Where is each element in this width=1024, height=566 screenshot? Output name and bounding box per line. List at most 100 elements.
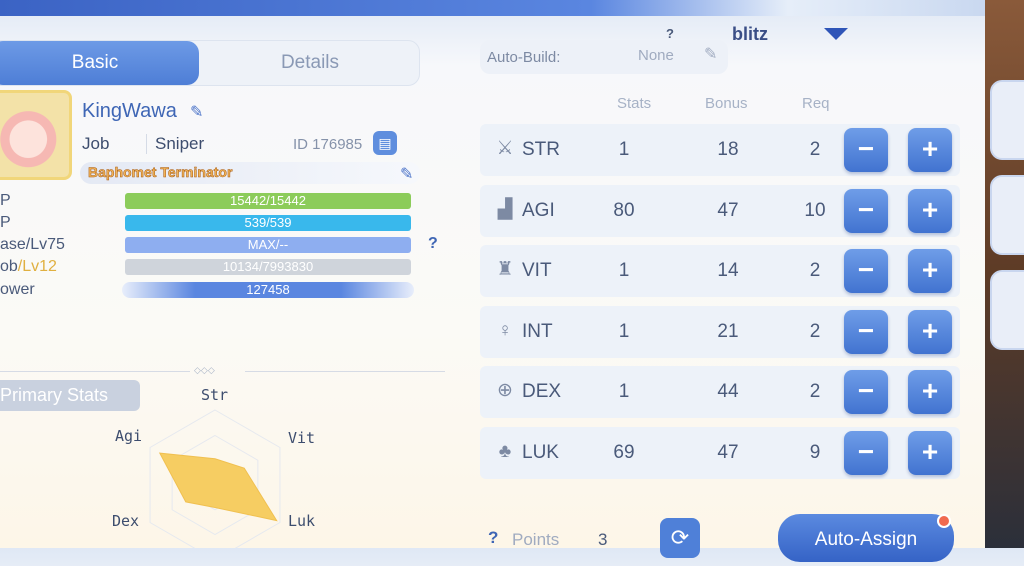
staff-icon: ♀ — [497, 319, 513, 341]
stat-value: 1 — [618, 381, 630, 403]
stat-req: 2 — [809, 260, 821, 282]
auto-build-field[interactable] — [480, 40, 728, 74]
increase-button[interactable]: + — [908, 128, 952, 172]
body-icon: ♜ — [496, 259, 514, 281]
copy-id-icon[interactable]: ▤ — [373, 131, 397, 155]
col-req: Req — [802, 95, 830, 112]
points-help-icon[interactable]: ? — [488, 528, 499, 547]
stat-row-agi: ▟ AGI 80 47 10 − + — [480, 184, 960, 237]
job-level-label: ob/Lv12 — [0, 258, 57, 276]
radar-label-dex: Dex — [112, 512, 140, 530]
stat-value: 1 — [618, 260, 630, 282]
stat-name: INT — [522, 320, 553, 342]
stat-bonus: 44 — [717, 381, 739, 403]
radar-label-luk: Luk — [288, 512, 316, 530]
radar-chart — [149, 409, 281, 548]
stat-value: 1 — [618, 139, 630, 160]
help-icon[interactable]: ? — [428, 235, 438, 252]
radar-grid-ring — [149, 409, 281, 548]
col-stats: Stats — [617, 95, 652, 112]
stat-bonus: 14 — [717, 260, 739, 282]
build-help-icon[interactable]: ? — [666, 26, 674, 41]
job-level: /Lv12 — [17, 258, 57, 275]
job-value: Sniper — [155, 134, 205, 153]
col-bonus: Bonus — [705, 95, 748, 112]
increase-button[interactable]: + — [908, 309, 952, 354]
stat-value: 80 — [613, 199, 635, 221]
hp-label: P — [0, 192, 11, 209]
decrease-button[interactable]: − — [844, 309, 888, 354]
decrease-button[interactable]: − — [844, 431, 888, 475]
increase-button[interactable]: + — [908, 431, 952, 475]
stat-req: 9 — [809, 442, 821, 463]
edit-auto-build-icon[interactable]: ✎ — [704, 46, 718, 63]
side-tab-3[interactable] — [990, 270, 1024, 350]
tab-details[interactable]: Details — [280, 52, 340, 73]
radar-label-vit: Vit — [288, 429, 316, 447]
notification-dot — [937, 514, 951, 528]
job-exp-bar: 10134/7993830 — [125, 259, 411, 275]
side-tab-1[interactable] — [990, 80, 1024, 160]
player-id: ID 176985 — [293, 136, 363, 153]
divider-right — [245, 371, 445, 372]
stat-req: 10 — [804, 199, 826, 221]
stat-bonus: 18 — [717, 139, 739, 160]
stat-name: VIT — [522, 260, 552, 282]
reset-button[interactable]: ⟳ — [660, 518, 700, 558]
divider — [146, 134, 147, 154]
edit-name-icon[interactable]: ✎ — [190, 104, 204, 121]
divider-left — [0, 371, 190, 372]
boot-icon: ▟ — [497, 198, 513, 220]
primary-stats-label: Primary Stats — [0, 380, 140, 411]
stat-req: 2 — [809, 381, 821, 403]
base-level: /Lv75 — [25, 236, 65, 253]
stat-row-vit: ♜ VIT 1 14 2 − + — [480, 245, 960, 298]
stat-name: DEX — [522, 381, 562, 403]
side-tab-2[interactable] — [990, 175, 1024, 255]
power-bar: 127458 — [122, 282, 414, 298]
avatar[interactable] — [0, 90, 72, 180]
title-bar — [80, 162, 420, 184]
dropdown-arrow-icon[interactable] — [824, 28, 848, 40]
stat-name: LUK — [522, 442, 559, 463]
tab-bar: Basic Details — [0, 40, 420, 86]
stat-bonus: 47 — [717, 442, 739, 463]
base-level-label: ase/Lv75 — [0, 236, 65, 254]
increase-button[interactable]: + — [908, 370, 952, 415]
job-exp-label: ob — [0, 258, 18, 275]
radar-area — [158, 452, 278, 522]
points-label: Points — [512, 530, 560, 549]
auto-assign-button[interactable]: Auto-Assign — [778, 514, 954, 562]
player-title: Baphomet Terminator — [88, 164, 233, 181]
auto-build-label: Auto-Build: — [487, 49, 561, 66]
increase-button[interactable]: + — [908, 249, 952, 294]
stat-row-luk: ♣ LUK 69 47 9 − + — [480, 427, 960, 479]
sword-icon: ⚔ — [496, 138, 514, 159]
points-value: 3 — [598, 530, 608, 549]
job-label: Job — [82, 134, 110, 153]
tab-basic[interactable]: Basic — [0, 41, 199, 85]
stat-bonus: 47 — [717, 199, 739, 221]
decrease-button[interactable]: − — [844, 128, 888, 172]
ornament: ◇◇◇ — [194, 365, 215, 375]
edit-title-icon[interactable]: ✎ — [400, 166, 414, 183]
decrease-button[interactable]: − — [844, 370, 888, 415]
decrease-button[interactable]: − — [844, 249, 888, 294]
window-header — [0, 0, 985, 16]
sp-bar: 539/539 — [125, 215, 411, 231]
stat-req: 2 — [809, 320, 821, 342]
base-exp-bar: MAX/-- — [125, 237, 411, 253]
increase-button[interactable]: + — [908, 188, 952, 233]
stat-value: 69 — [613, 442, 635, 463]
hp-bar: 15442/15442 — [125, 193, 411, 209]
stat-bonus: 21 — [717, 320, 739, 342]
stat-row-str: ⚔ STR 1 18 2 − + — [480, 124, 960, 176]
stat-value: 1 — [618, 320, 630, 342]
stat-req: 2 — [809, 139, 821, 160]
build-selector[interactable]: blitz — [732, 24, 768, 44]
sp-label: P — [0, 214, 11, 231]
stat-name: AGI — [522, 199, 555, 221]
clover-icon: ♣ — [498, 441, 512, 462]
stat-row-int: ♀ INT 1 21 2 − + — [480, 305, 960, 358]
decrease-button[interactable]: − — [844, 188, 888, 233]
